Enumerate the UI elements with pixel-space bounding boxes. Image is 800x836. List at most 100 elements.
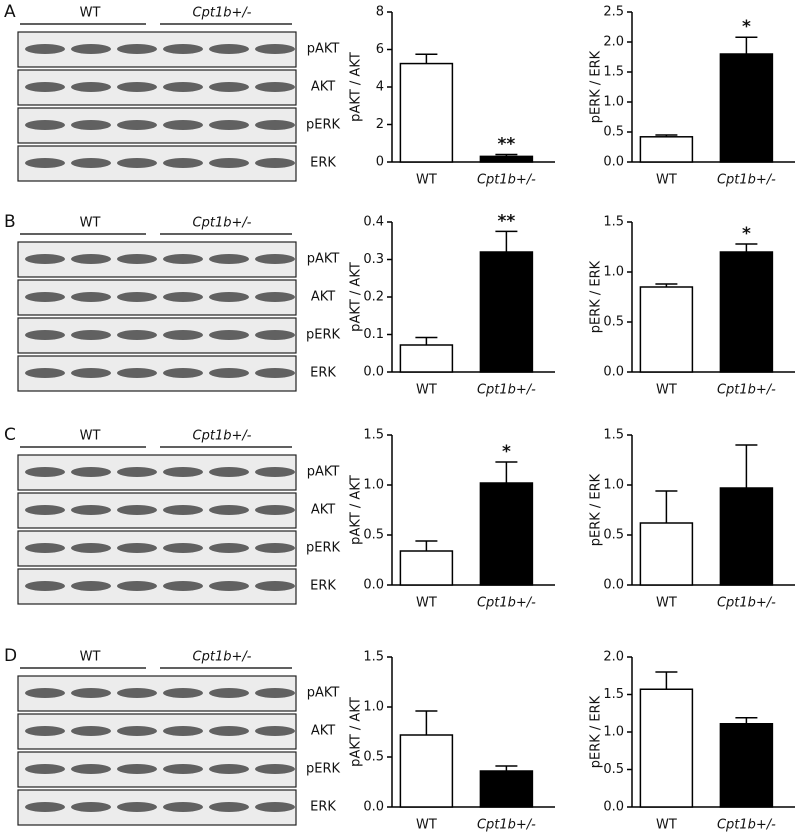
- y-tick-label: 0.5: [363, 528, 384, 543]
- lane-label: AKT: [311, 80, 335, 95]
- blot-band: [117, 158, 157, 168]
- blot-band: [117, 368, 157, 378]
- blot-band: [117, 543, 157, 553]
- lane-label: ERK: [310, 156, 336, 171]
- y-tick-label: 1.0: [603, 478, 624, 493]
- blot-band: [25, 505, 65, 515]
- y-tick-label: 2.5: [603, 5, 624, 20]
- y-tick-label: 2.0: [603, 35, 624, 50]
- y-axis-label: pAKT / AKT: [349, 475, 364, 545]
- y-tick-label: 8: [376, 5, 384, 20]
- blot-band: [117, 254, 157, 264]
- y-tick-label: 0.5: [603, 125, 624, 140]
- blot-band: [117, 505, 157, 515]
- significance: *: [742, 224, 751, 244]
- blot-band: [255, 764, 295, 774]
- y-tick-label: 2: [376, 117, 384, 132]
- blot-band: [25, 44, 65, 54]
- bar: [399, 550, 454, 586]
- y-tick-label: 0.0: [603, 800, 624, 815]
- y-tick-label: 0.0: [603, 578, 624, 593]
- group-label: Cpt1b+/-: [193, 650, 252, 665]
- group-label: Cpt1b+/-: [193, 6, 252, 21]
- y-tick-label: 0.2: [363, 290, 384, 305]
- bar: [399, 344, 454, 373]
- significance: **: [498, 211, 516, 231]
- blot-band: [255, 688, 295, 698]
- lane-label: AKT: [311, 503, 335, 518]
- y-tick-label: 1.5: [363, 428, 384, 443]
- blot-band: [255, 726, 295, 736]
- y-axis-label: pAKT / AKT: [349, 697, 364, 767]
- x-tick-label: Cpt1b+/-: [477, 383, 536, 398]
- lane-label: pAKT: [307, 42, 340, 57]
- y-tick-label: 0.3: [363, 252, 384, 267]
- blot-band: [163, 82, 203, 92]
- blot-band: [209, 292, 249, 302]
- blot-band: [117, 467, 157, 477]
- blot-band: [255, 330, 295, 340]
- lane-label: pERK: [306, 762, 340, 777]
- blot-band: [117, 120, 157, 130]
- y-tick-label: 0.5: [363, 750, 384, 765]
- x-tick-label: WT: [656, 173, 677, 188]
- bar: [479, 251, 534, 373]
- y-axis-label: pAKT / AKT: [349, 52, 364, 122]
- y-tick-label: 0.0: [603, 365, 624, 380]
- blot-band: [163, 158, 203, 168]
- significance: *: [742, 17, 751, 37]
- blot-band: [209, 330, 249, 340]
- y-axis-label: pAKT / AKT: [349, 262, 364, 332]
- blot-band: [25, 543, 65, 553]
- blot-band: [71, 467, 111, 477]
- x-tick-label: Cpt1b+/-: [717, 383, 776, 398]
- blot-band: [25, 467, 65, 477]
- blot-band: [25, 726, 65, 736]
- lane-label: pAKT: [307, 686, 340, 701]
- y-tick-label: 1.0: [363, 700, 384, 715]
- blot-band: [255, 505, 295, 515]
- blot-band: [209, 254, 249, 264]
- group-label: Cpt1b+/-: [193, 429, 252, 444]
- y-tick-label: 0.0: [363, 800, 384, 815]
- blot-band: [71, 726, 111, 736]
- x-tick-label: WT: [416, 596, 437, 611]
- x-tick-label: Cpt1b+/-: [477, 596, 536, 611]
- y-tick-label: 6: [376, 42, 384, 57]
- y-tick-label: 4: [376, 80, 384, 95]
- blot-band: [209, 543, 249, 553]
- x-tick-label: WT: [416, 173, 437, 188]
- y-tick-label: 1.0: [363, 478, 384, 493]
- blot-band: [209, 158, 249, 168]
- x-tick-label: Cpt1b+/-: [717, 596, 776, 611]
- significance: **: [498, 135, 516, 155]
- bar: [719, 487, 774, 586]
- bar: [639, 522, 694, 586]
- group-label: WT: [80, 216, 101, 231]
- y-tick-label: 1.0: [603, 265, 624, 280]
- y-tick-label: 0: [376, 155, 384, 170]
- blot-band: [163, 543, 203, 553]
- blot-band: [255, 158, 295, 168]
- blot-band: [25, 688, 65, 698]
- bar: [639, 286, 694, 373]
- y-tick-label: 0.5: [603, 762, 624, 777]
- blot-band: [163, 330, 203, 340]
- y-tick-label: 1.5: [363, 650, 384, 665]
- blot-band: [163, 726, 203, 736]
- group-label: Cpt1b+/-: [193, 216, 252, 231]
- blot-band: [25, 82, 65, 92]
- group-label: WT: [80, 6, 101, 21]
- y-axis-label: pERK / ERK: [589, 473, 604, 546]
- blot-band: [255, 254, 295, 264]
- blot-band: [163, 802, 203, 812]
- blot-band: [25, 292, 65, 302]
- blot-band: [163, 764, 203, 774]
- blot-band: [117, 292, 157, 302]
- blot-band: [117, 82, 157, 92]
- blot-band: [209, 688, 249, 698]
- bar: [719, 723, 774, 808]
- blot-band: [71, 688, 111, 698]
- blot-band: [209, 82, 249, 92]
- blot-band: [25, 158, 65, 168]
